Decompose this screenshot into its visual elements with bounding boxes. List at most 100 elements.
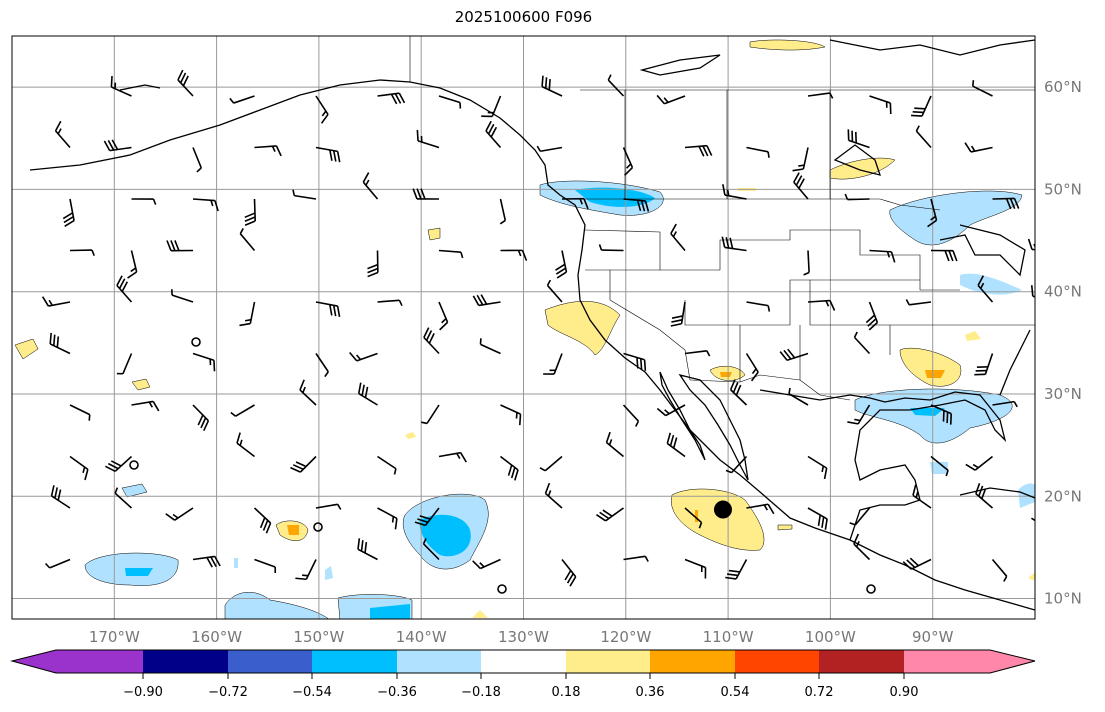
colorbar-segment: [312, 650, 397, 673]
wind-barb: [438, 95, 462, 109]
wind-barb: [1054, 405, 1068, 431]
wind-barb: [362, 172, 379, 200]
wind-barb: [725, 455, 748, 474]
wind-barb: [991, 558, 1008, 582]
wind-barb: [105, 455, 133, 472]
colorbar-segment: [819, 650, 904, 673]
wind-barb: [472, 294, 501, 307]
wind-barb: [192, 555, 221, 568]
lat-tick-label: 30°N: [1044, 385, 1082, 403]
wind-barb: [725, 559, 748, 580]
lat-tick-label: 10°N: [1044, 590, 1082, 608]
graticule: [12, 36, 1035, 619]
wind-barb: [1031, 517, 1035, 522]
wind-barb: [807, 92, 834, 99]
wind-barb: [253, 507, 272, 534]
wind-barb: [779, 348, 809, 361]
wind-barb: [722, 184, 747, 200]
wind-barb: [656, 94, 686, 105]
wind-barb: [229, 95, 255, 104]
wind-barb: [807, 455, 828, 480]
colorbar-extend-low: [12, 650, 143, 673]
wind-barb: [975, 483, 994, 509]
wind-barb: [729, 379, 748, 406]
wind-barb: [666, 432, 686, 458]
wind-barb: [684, 507, 703, 529]
wind-barb: [315, 503, 342, 510]
lat-tick-label: 20°N: [1044, 487, 1082, 505]
wind-barb: [166, 240, 194, 252]
wind-barb: [54, 120, 71, 149]
wind-barb: [239, 228, 256, 252]
wind-barb: [485, 120, 502, 149]
colorbar-label: 0.36: [636, 685, 665, 700]
wind-barb: [623, 555, 649, 562]
wind-barb: [992, 400, 1018, 408]
wind-barb: [349, 351, 378, 362]
colorbar-label: −0.18: [461, 685, 501, 700]
wind-barb: [1027, 238, 1035, 251]
wind-barb: [377, 92, 406, 105]
wind-barb: [546, 279, 563, 303]
wind-barb: [746, 146, 770, 158]
wind-barb: [746, 503, 775, 515]
wind-barb: [422, 538, 440, 561]
wind-barb: [853, 533, 871, 561]
wind-barb: [171, 289, 194, 303]
wind-barb: [438, 249, 464, 259]
wind-barb: [623, 352, 647, 371]
lon-tick-label: 110°W: [703, 628, 754, 646]
colorbar-extend-high: [904, 650, 1035, 673]
wind-barb: [69, 249, 95, 256]
wind-barb: [1054, 556, 1081, 566]
wind-barb: [849, 507, 871, 526]
colorbar-segment: [481, 650, 566, 673]
wind-barb: [500, 455, 519, 481]
wind-barb: [847, 404, 871, 425]
wind-barb: [500, 249, 528, 261]
wind-barb: [844, 193, 870, 201]
wind-barb: [377, 299, 403, 307]
wind-barb: [192, 404, 210, 432]
colorbar-segment: [566, 650, 650, 673]
wind-barb: [292, 189, 317, 200]
wind-barb: [315, 95, 329, 124]
wind-barb: [807, 507, 828, 530]
wind-barb: [116, 353, 133, 375]
wind-barb: [412, 188, 440, 200]
wind-barb: [847, 129, 870, 149]
wind-barb: [192, 147, 203, 173]
wind-barb: [114, 487, 133, 509]
lon-tick-label: 130°W: [498, 628, 549, 646]
wind-barb: [965, 455, 993, 471]
wind-barb: [656, 404, 686, 417]
wind-barb: [315, 353, 329, 378]
wind-barb: [745, 353, 759, 382]
map-frame: [11, 35, 1036, 620]
calm-circles: [129, 337, 876, 594]
wind-barb: [44, 558, 71, 569]
wind-barb: [1030, 285, 1035, 298]
wind-barb: [69, 404, 91, 421]
lon-tick-label: 150°W: [293, 628, 344, 646]
wind-barb: [622, 147, 634, 176]
colorbar-label: 0.90: [890, 685, 919, 700]
wind-barb: [1054, 354, 1076, 366]
wind-barb: [902, 557, 932, 570]
wind-barb: [315, 301, 341, 318]
wind-barb: [103, 139, 132, 152]
colorbar-segment: [650, 650, 735, 673]
wind-barb: [544, 482, 563, 509]
wind-barb: [357, 538, 378, 561]
lon-tick-label: 100°W: [805, 628, 856, 646]
wind-barb: [596, 507, 624, 522]
wind-barb: [598, 244, 624, 252]
wind-barb: [50, 485, 71, 509]
wind-barb: [555, 250, 568, 279]
colorbar-label: −0.36: [377, 685, 417, 700]
wind-barb: [472, 558, 501, 570]
wind-barb: [290, 455, 317, 473]
colorbar-segment: [143, 650, 228, 673]
wind-barb: [684, 349, 711, 357]
